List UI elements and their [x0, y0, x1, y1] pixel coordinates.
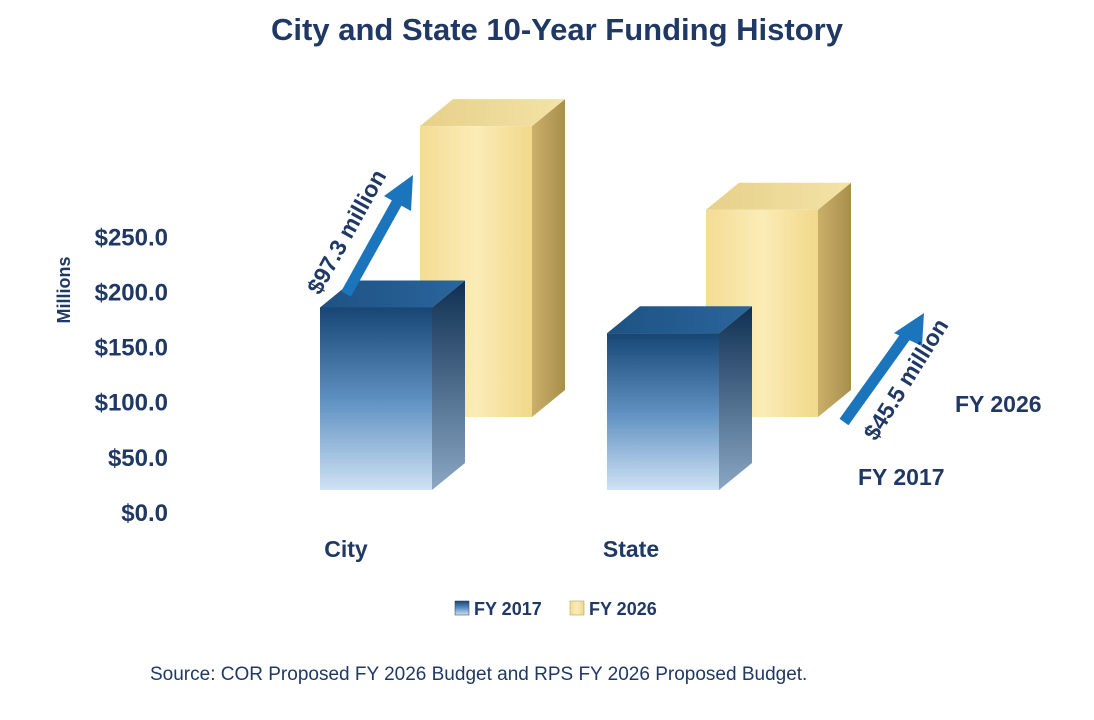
bar-city-fy2026-side — [532, 99, 565, 417]
series-label-fy2017: FY 2017 — [858, 464, 945, 490]
bar-city-fy2017-side — [432, 280, 465, 490]
category-label-city: City — [324, 536, 368, 562]
bar-city-fy2026-top — [420, 99, 565, 127]
y-tick-label: $150.0 — [95, 335, 168, 362]
state-increase-arrow — [839, 313, 924, 426]
chart-title: City and State 10-Year Funding History — [271, 12, 844, 47]
bar-state-fy2026-side — [818, 182, 851, 417]
legend-label-fy2026: FY 2026 — [589, 599, 657, 619]
bar-state-fy2017-side — [719, 306, 752, 490]
legend-swatch-fy2026 — [569, 600, 585, 616]
y-axis-label: Millions — [54, 257, 74, 324]
source-note: Source: COR Proposed FY 2026 Budget and … — [150, 664, 807, 685]
bar-state-fy2017-front — [607, 333, 719, 490]
category-label-state: State — [603, 536, 659, 562]
bar-state-fy2026-top — [706, 182, 851, 210]
legend-item-fy2026: FY 2026 — [569, 599, 657, 619]
y-tick-label: $50.0 — [108, 445, 168, 472]
y-tick-labels: $0.0 $50.0 $100.0 $150.0 $200.0 $250.0 — [95, 224, 168, 527]
legend-label-fy2017: FY 2017 — [474, 599, 542, 619]
series-label-fy2026: FY 2026 — [955, 391, 1042, 417]
y-tick-label: $100.0 — [95, 390, 168, 417]
bar-city-fy2017-front — [320, 307, 432, 490]
city-increase-arrow — [341, 175, 413, 297]
bar-group — [320, 99, 851, 490]
legend: FY 2017 FY 2026 — [454, 599, 657, 619]
y-tick-label: $0.0 — [121, 500, 168, 527]
bar-state-fy2017-top — [607, 306, 752, 334]
legend-swatch-fy2017 — [454, 600, 470, 616]
bar-city-fy2017 — [320, 280, 465, 490]
bar-city-fy2017-top — [320, 280, 465, 308]
legend-item-fy2017: FY 2017 — [454, 599, 542, 619]
category-labels: City State — [324, 536, 659, 562]
y-tick-label: $250.0 — [95, 224, 168, 251]
y-tick-label: $200.0 — [95, 279, 168, 306]
bar-state-fy2017 — [607, 306, 752, 490]
